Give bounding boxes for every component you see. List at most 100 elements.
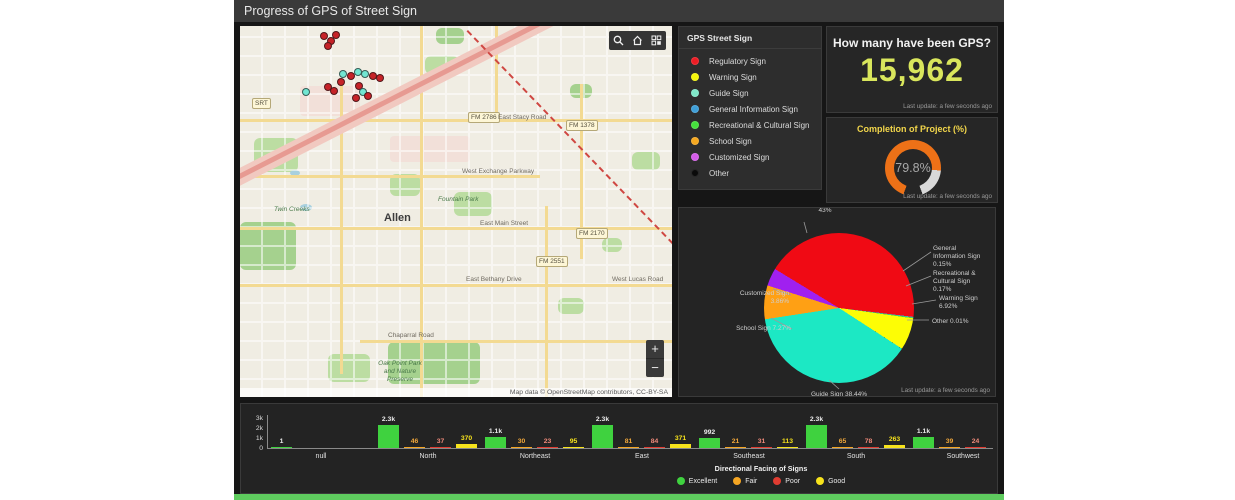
chart-legend-item-excellent[interactable]: Excellent xyxy=(676,477,718,485)
bar-category-label: Southwest xyxy=(946,453,980,460)
indicator-value: 15,962 xyxy=(860,52,964,88)
y-axis-tick-label: 0 xyxy=(259,444,263,452)
bar-poor-North[interactable] xyxy=(430,446,451,448)
bar-value-label: 371 xyxy=(674,435,687,443)
road xyxy=(580,84,583,259)
y-axis-tick-label: 1k xyxy=(255,434,263,442)
bar-value-label: 46 xyxy=(410,437,419,445)
chart-legend-item-fair[interactable]: Fair xyxy=(733,477,757,485)
map-point[interactable] xyxy=(330,87,338,95)
gauge-arc xyxy=(885,140,941,196)
bar-fair-Southeast[interactable] xyxy=(725,446,746,448)
bar-category-label: East xyxy=(634,453,649,460)
bar-good-Southeast[interactable] xyxy=(777,446,798,448)
map-point[interactable] xyxy=(339,70,347,78)
gauge-value: 79.8% xyxy=(895,161,931,175)
map-point[interactable] xyxy=(332,31,340,39)
basemap-grid-icon[interactable] xyxy=(647,31,666,50)
bar-good-South[interactable] xyxy=(884,445,905,448)
map-point[interactable] xyxy=(302,88,310,96)
map-point[interactable] xyxy=(347,72,355,80)
map-label-shield: FM 1378 xyxy=(566,120,598,131)
map-label-road: East Main Street xyxy=(480,220,529,227)
chart-legend-item-poor[interactable]: Poor xyxy=(773,477,800,485)
bar-fair-South[interactable] xyxy=(832,446,853,448)
map-point[interactable] xyxy=(376,74,384,82)
bar-poor-Southeast[interactable] xyxy=(751,446,772,448)
bar-value-label: 78 xyxy=(864,437,873,445)
map-point[interactable] xyxy=(324,42,332,50)
bar-poor-Northeast[interactable] xyxy=(537,446,558,448)
map-label-road: Chaparral Road xyxy=(388,332,434,339)
legend-color-dot xyxy=(691,121,699,129)
map-panel[interactable]: SRT FM 2786 East Stacy Road FM 1378 West Exc… xyxy=(240,26,672,397)
map-label-shield: SRT xyxy=(252,98,271,109)
map-point[interactable] xyxy=(361,70,369,78)
zoom-in-button[interactable]: + xyxy=(651,341,659,356)
pie-slice-label: Regulatory Sign43% xyxy=(818,207,832,215)
bar-fair-East[interactable] xyxy=(618,446,639,448)
bar-excellent-Southwest[interactable] xyxy=(913,437,934,448)
map-toolbar xyxy=(609,31,666,50)
legend-color-dot xyxy=(691,137,699,145)
legend-panel: GPS Street Sign Regulatory Sign Warning S… xyxy=(678,26,822,190)
pie-slice-label: School Sign 7.27% xyxy=(736,325,791,332)
map-label-park-label: Fountain Park xyxy=(438,196,479,203)
map-point[interactable] xyxy=(364,92,372,100)
bar-value-label: 95 xyxy=(569,437,578,445)
legend-color-dot xyxy=(691,89,699,97)
bar-poor-East[interactable] xyxy=(644,446,665,448)
pie-chart[interactable] xyxy=(764,233,914,383)
bar-value-label: 24 xyxy=(971,437,980,445)
bar-poor-South[interactable] xyxy=(858,446,879,448)
indicator-last-update: Last update: a few seconds ago xyxy=(903,103,992,110)
bar-poor-Southwest[interactable] xyxy=(965,446,986,448)
legend-item: Guide Sign xyxy=(679,85,821,101)
bar-excellent-South[interactable] xyxy=(806,425,827,448)
map-label-park-multiline: Oak Point Park and Nature Preserve xyxy=(378,360,422,383)
map-label-road: West Lucas Road xyxy=(612,276,664,283)
map-point[interactable] xyxy=(320,32,328,40)
chart-legend-label: Excellent xyxy=(688,477,718,485)
legend-item: Recreational & Cultural Sign xyxy=(679,117,821,133)
road xyxy=(240,119,672,122)
dashboard-header: Progress of GPS of Street Sign xyxy=(234,0,1004,22)
bar-excellent-North[interactable] xyxy=(378,425,399,448)
bar-excellent-Northeast[interactable] xyxy=(485,437,506,448)
legend-list: Regulatory Sign Warning Sign Guide Sign Gen… xyxy=(679,53,821,181)
dashboard: Progress of GPS of Street Sign xyxy=(234,0,1004,500)
bar-value-label: 21 xyxy=(731,437,740,445)
chart-legend-dot xyxy=(816,477,825,485)
bar-value-label: 37 xyxy=(436,437,445,445)
bar-value-label: 2.3k xyxy=(809,416,824,423)
bar-xaxis-title: Directional Facing of Signs xyxy=(714,464,808,473)
bar-good-North[interactable] xyxy=(456,444,477,448)
chart-legend-item-good[interactable]: Good xyxy=(816,477,845,485)
bar-value-label: 65 xyxy=(838,437,847,445)
bar-fair-North[interactable] xyxy=(404,446,425,448)
bar-value-label: 2.3k xyxy=(381,416,396,423)
bar-good-Northeast[interactable] xyxy=(563,446,584,448)
bar-fair-Northeast[interactable] xyxy=(511,446,532,448)
bar-excellent-Southeast[interactable] xyxy=(699,438,720,448)
bar-category-label: null xyxy=(315,453,327,460)
bar-value-label: 992 xyxy=(703,429,716,437)
legend-item: Other xyxy=(679,165,821,181)
bar-excellent-null[interactable] xyxy=(271,446,292,448)
map-point[interactable] xyxy=(352,94,360,102)
road xyxy=(340,84,343,374)
pie-slice-label: Other 0.01% xyxy=(932,318,969,325)
bar-good-East[interactable] xyxy=(670,444,691,448)
legend-color-dot xyxy=(691,169,699,177)
bar-excellent-East[interactable] xyxy=(592,425,613,448)
search-icon[interactable] xyxy=(609,31,628,50)
legend-title: GPS Street Sign xyxy=(679,27,821,49)
zoom-out-button[interactable]: − xyxy=(646,358,664,377)
home-icon[interactable] xyxy=(628,31,647,50)
map-attribution: Map data © OpenStreetMap contributors, C… xyxy=(240,388,672,397)
pie-last-update: Last update: a few seconds ago xyxy=(901,387,990,394)
bar-fair-Southwest[interactable] xyxy=(939,446,960,448)
bar-value-label: 113 xyxy=(782,437,793,445)
map-point[interactable] xyxy=(337,78,345,86)
